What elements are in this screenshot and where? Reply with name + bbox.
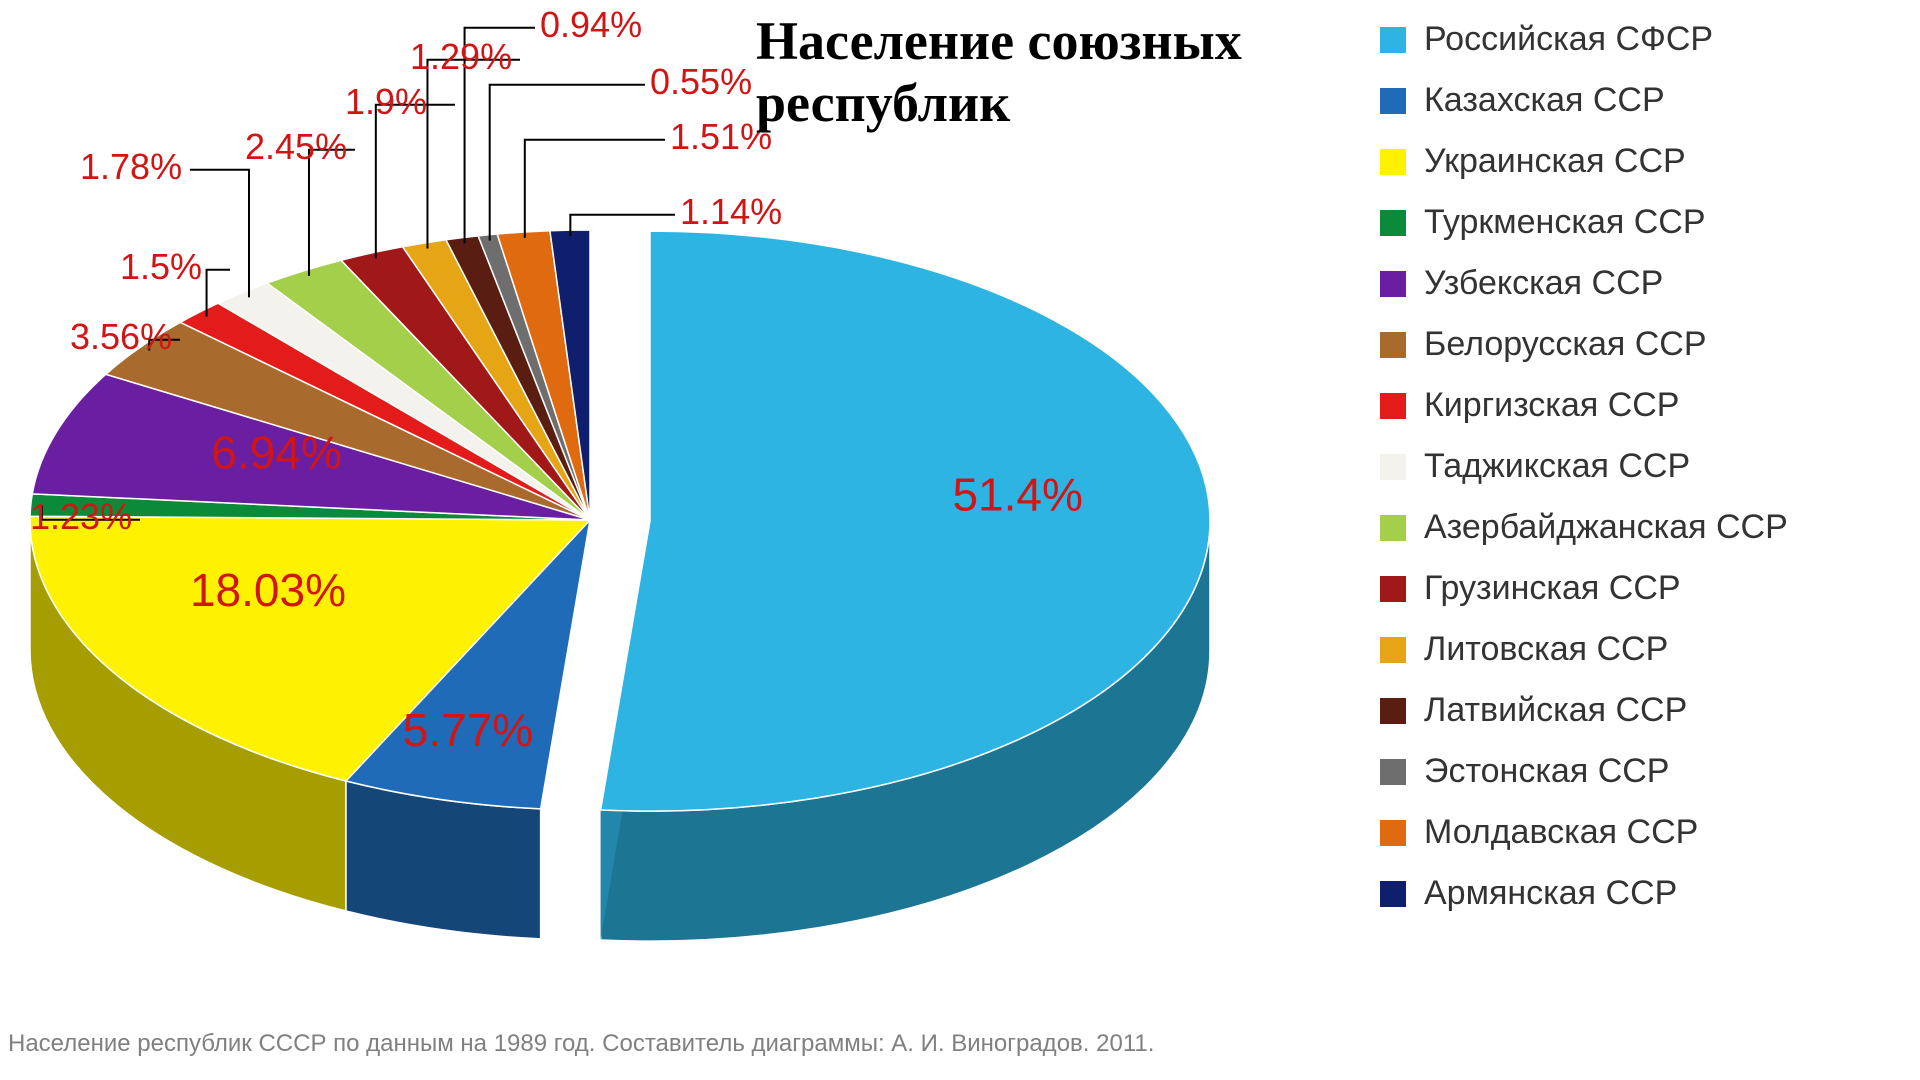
legend-item: Таджикская ССР xyxy=(1380,447,1788,486)
legend-swatch xyxy=(1380,393,1406,419)
slice-label: 51.4% xyxy=(952,468,1082,520)
legend-item: Белорусская ССР xyxy=(1380,325,1788,364)
legend-swatch xyxy=(1380,271,1406,297)
slice-label: 1.14% xyxy=(680,191,782,232)
legend-label: Российская СФСР xyxy=(1424,20,1713,59)
legend-label: Узбекская ССР xyxy=(1424,264,1663,303)
slice-label: 5.77% xyxy=(403,704,533,756)
legend-label: Молдавская ССР xyxy=(1424,813,1698,852)
legend-swatch xyxy=(1380,637,1406,663)
legend-label: Таджикская ССР xyxy=(1424,447,1690,486)
slice-label: 1.78% xyxy=(80,146,182,187)
legend-swatch xyxy=(1380,515,1406,541)
chart-footnote: Население республик СССР по данным на 19… xyxy=(8,1030,1154,1058)
slice-label: 3.56% xyxy=(70,316,172,357)
legend-label: Армянская ССР xyxy=(1424,874,1677,913)
legend-item: Молдавская ССР xyxy=(1380,813,1788,852)
legend-label: Латвийская ССР xyxy=(1424,691,1687,730)
legend-item: Литовская ССР xyxy=(1380,630,1788,669)
legend-item: Грузинская ССР xyxy=(1380,569,1788,608)
legend-item: Армянская ССР xyxy=(1380,874,1788,913)
leader-line xyxy=(525,140,665,238)
legend-item: Латвийская ССР xyxy=(1380,691,1788,730)
legend-swatch xyxy=(1380,210,1406,236)
legend-swatch xyxy=(1380,759,1406,785)
legend-label: Белорусская ССР xyxy=(1424,325,1707,364)
legend-label: Азербайджанская ССР xyxy=(1424,508,1788,547)
legend-swatch xyxy=(1380,820,1406,846)
slice-label: 6.94% xyxy=(211,427,341,479)
legend-swatch xyxy=(1380,576,1406,602)
legend-item: Украинская ССР xyxy=(1380,142,1788,181)
legend-item: Эстонская ССР xyxy=(1380,752,1788,791)
slice-label: 1.9% xyxy=(345,81,427,122)
slice-label: 0.55% xyxy=(650,61,752,102)
slice-label: 0.94% xyxy=(540,4,642,45)
legend-swatch xyxy=(1380,332,1406,358)
legend-label: Туркменская ССР xyxy=(1424,203,1706,242)
leader-line xyxy=(427,60,520,249)
legend-label: Казахская ССР xyxy=(1424,81,1665,120)
legend-label: Киргизская ССР xyxy=(1424,386,1679,425)
legend-label: Литовская ССР xyxy=(1424,630,1668,669)
leader-line xyxy=(309,150,355,276)
legend-swatch xyxy=(1380,88,1406,114)
legend-swatch xyxy=(1380,454,1406,480)
legend-label: Эстонская ССР xyxy=(1424,752,1670,791)
legend-swatch xyxy=(1380,27,1406,53)
leader-line xyxy=(376,105,455,259)
leader-line xyxy=(490,85,645,241)
chart-legend: Российская СФСР Казахская ССР Украинская С… xyxy=(1380,20,1788,935)
legend-swatch xyxy=(1380,149,1406,175)
slice-label: 18.03% xyxy=(190,564,346,616)
legend-item: Узбекская ССР xyxy=(1380,264,1788,303)
legend-swatch xyxy=(1380,698,1406,724)
slice-label: 1.29% xyxy=(410,36,512,77)
legend-label: Украинская ССР xyxy=(1424,142,1686,181)
slice-label: 1.5% xyxy=(120,246,202,287)
legend-item: Казахская ССР xyxy=(1380,81,1788,120)
legend-item: Российская СФСР xyxy=(1380,20,1788,59)
legend-swatch xyxy=(1380,881,1406,907)
chart-stage: 51.4% 5.77% 18.03% 1.23% 6.94% 3.56% 1.5% 1.78%… xyxy=(0,0,1920,1080)
legend-item: Туркменская ССР xyxy=(1380,203,1788,242)
chart-title: Население союзных республик xyxy=(756,10,1242,134)
legend-item: Киргизская ССР xyxy=(1380,386,1788,425)
slice-label: 1.23% xyxy=(30,496,132,537)
legend-label: Грузинская ССР xyxy=(1424,569,1681,608)
legend-item: Азербайджанская ССР xyxy=(1380,508,1788,547)
slice-label: 2.45% xyxy=(245,126,347,167)
